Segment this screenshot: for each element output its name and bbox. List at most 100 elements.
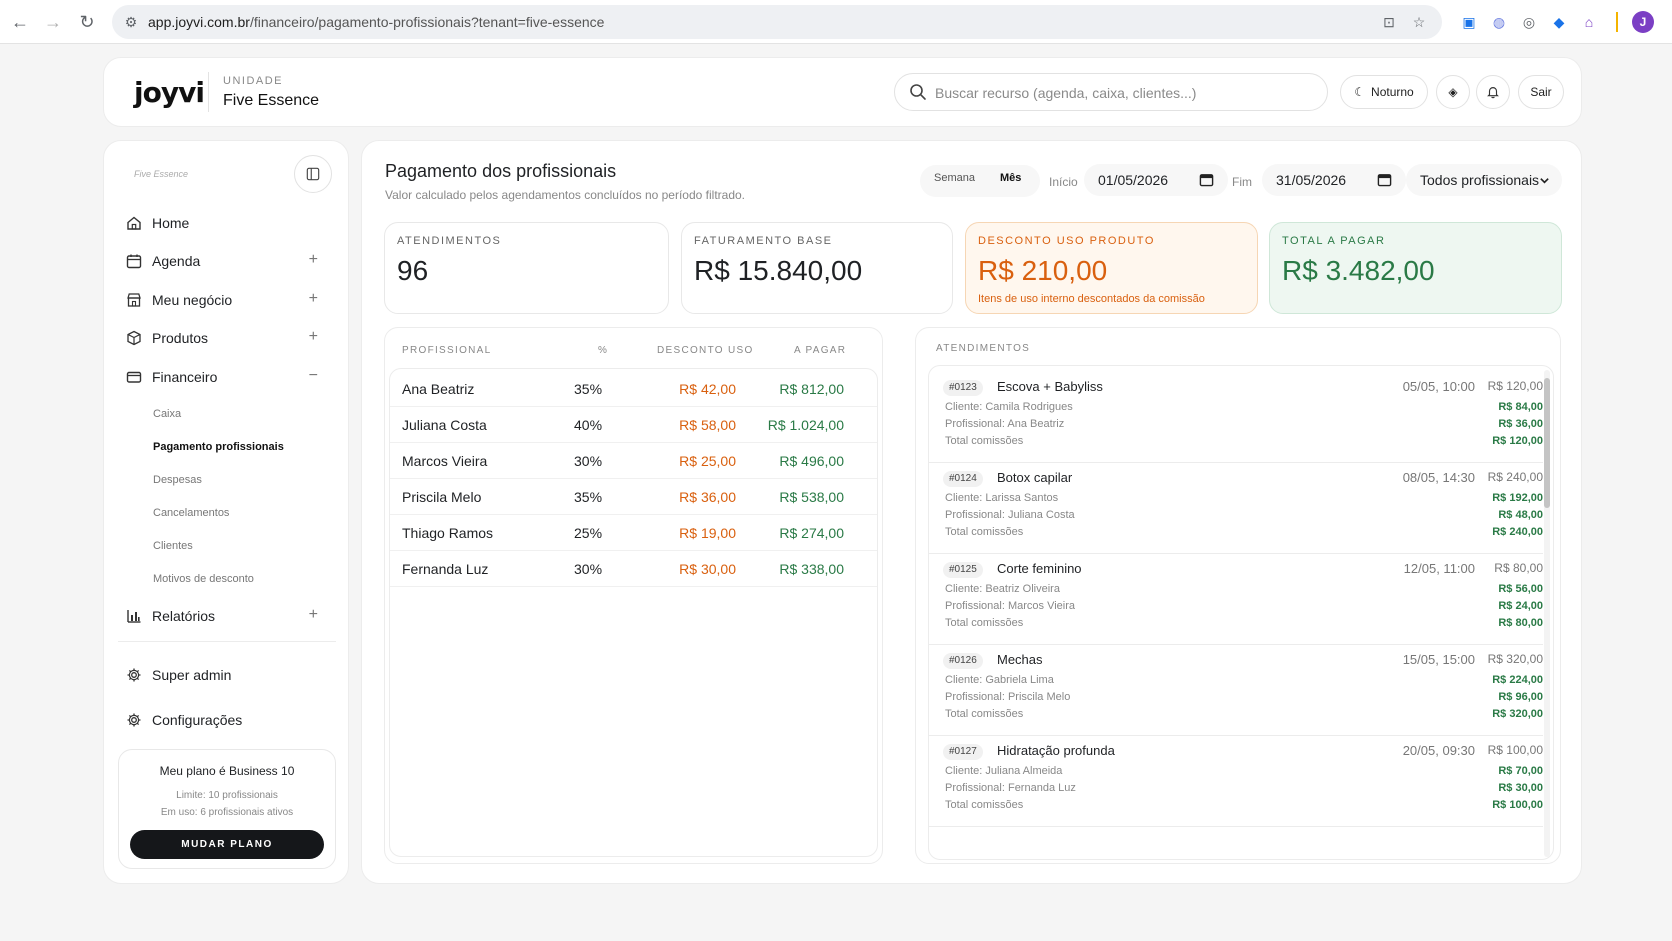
kpi-value: R$ 210,00	[978, 255, 1108, 286]
start-date-label: Início	[1049, 175, 1078, 189]
sidebar-subitem-despesas[interactable]: Despesas	[153, 474, 202, 486]
sidebar-item-meu-negocio[interactable]: Meu negócio +	[126, 286, 326, 314]
appointment-card[interactable]: #0123 Escova + Babyliss 05/05, 10:00 R$ 120…	[929, 366, 1543, 463]
layers-button[interactable]: ◈	[1436, 75, 1470, 109]
table-row[interactable]: Juliana Costa 40% R$ 58,00 R$ 1.024,00	[390, 405, 877, 443]
sidebar-subitem-pagamento-profissionais[interactable]: Pagamento profissionais	[153, 441, 284, 453]
kpi-appointments: ATENDIMENTOS 96	[384, 222, 669, 314]
period-month-button[interactable]: Mês	[1000, 172, 1022, 184]
appointment-card[interactable]: #0126 Mechas 15/05, 15:00 R$ 320,00 Cliente:…	[929, 639, 1543, 736]
appointments-title: ATENDIMENTOS	[936, 343, 1031, 354]
back-icon[interactable]: ←	[11, 12, 29, 32]
professional-to-pay: R$ 1.024,00	[767, 417, 844, 433]
professional-discount: R$ 42,00	[679, 381, 736, 397]
extension-signal-icon[interactable]: ◍	[1492, 14, 1506, 30]
calendar-icon[interactable]	[1199, 172, 1214, 187]
professional-percent: 30%	[574, 561, 603, 577]
sidebar-item-relatorios[interactable]: Relatórios +	[126, 602, 326, 630]
exit-button[interactable]: Sair	[1518, 75, 1564, 109]
appointments-scrollbar[interactable]	[1544, 370, 1550, 857]
search-input[interactable]	[935, 82, 1315, 104]
expand-plus-icon[interactable]: +	[308, 251, 318, 268]
search-box[interactable]	[894, 73, 1328, 111]
kpi-label: ATENDIMENTOS	[397, 235, 502, 247]
professionals-list: Ana Beatriz 35% R$ 42,00 R$ 812,00 Juliana C…	[389, 368, 878, 857]
professional-name: Juliana Costa	[402, 417, 487, 433]
professional-to-pay: R$ 496,00	[779, 453, 844, 469]
appointment-service: Corte feminino	[997, 561, 1082, 576]
commission-amount: R$ 240,00	[1492, 526, 1543, 538]
professional-name: Thiago Ramos	[402, 525, 494, 541]
sidebar-item-financeiro[interactable]: Financeiro −	[126, 363, 326, 391]
change-plan-button[interactable]: MUDAR PLANO	[130, 830, 324, 859]
sidebar-subitem-caixa[interactable]: Caixa	[153, 408, 182, 420]
appointment-total: R$ 320,00	[1487, 652, 1543, 666]
start-date-input[interactable]: 01/05/2026	[1084, 164, 1228, 196]
appointment-professional: Profissional: Ana Beatriz	[945, 418, 1065, 430]
notifications-button[interactable]	[1476, 75, 1510, 109]
unit-name: Five Essence	[223, 92, 320, 109]
address-bar[interactable]: ⚙ app.joyvi.com.br/financeiro/pagamento-…	[112, 5, 1442, 39]
kpi-value: R$ 15.840,00	[694, 255, 863, 286]
browser-toolbar: ← → ↻ ⚙ app.joyvi.com.br/financeiro/paga…	[0, 0, 1672, 44]
table-row[interactable]: Fernanda Luz 30% R$ 30,00 R$ 338,00	[390, 549, 877, 587]
gear-icon	[127, 668, 141, 682]
forward-icon[interactable]: →	[44, 12, 62, 32]
professional-filter-select[interactable]: Todos profissionais	[1406, 164, 1562, 196]
professional-filter-value: Todos profissionais	[1420, 172, 1540, 188]
calendar-icon[interactable]	[1377, 172, 1392, 187]
sidebar-item-label: Financeiro	[152, 369, 218, 385]
sidebar-subitem-clientes[interactable]: Clientes	[153, 540, 193, 552]
reload-icon[interactable]: ↻	[79, 12, 95, 32]
joyvi-logo[interactable]: joyvi	[134, 76, 205, 109]
period-week-button[interactable]: Semana	[934, 172, 975, 184]
sidebar-item-configuracoes[interactable]: Configurações	[126, 706, 326, 734]
expand-plus-icon[interactable]: +	[308, 328, 318, 345]
table-row[interactable]: Priscila Melo 35% R$ 36,00 R$ 538,00	[390, 477, 877, 515]
collapse-minus-icon[interactable]: −	[308, 367, 318, 384]
professional-percent: 40%	[574, 417, 603, 433]
plan-card: Meu plano é Business 10 Limite: 10 profi…	[118, 749, 336, 869]
sidebar-panel-icon	[306, 167, 320, 181]
table-row[interactable]: Ana Beatriz 35% R$ 42,00 R$ 812,00	[390, 369, 877, 407]
professional-amount: R$ 36,00	[1498, 418, 1543, 430]
sidebar-brand-logo: Five Essence	[134, 169, 189, 179]
bookmark-star-icon[interactable]: ☆	[1412, 14, 1426, 30]
chevron-down-icon	[1540, 178, 1549, 184]
appointment-date: 05/05, 10:00	[1402, 379, 1475, 394]
table-row[interactable]: Marcos Vieira 30% R$ 25,00 R$ 496,00	[390, 441, 877, 479]
end-date-input[interactable]: 31/05/2026	[1262, 164, 1406, 196]
sidebar: Five Essence Home Agenda + Meu negócio +…	[103, 140, 349, 884]
appointment-card[interactable]: #0124 Botox capilar 08/05, 14:30 R$ 240,00 C…	[929, 457, 1543, 554]
sidebar-subitem-cancelamentos[interactable]: Cancelamentos	[153, 507, 230, 519]
sidebar-item-agenda[interactable]: Agenda +	[126, 247, 326, 275]
appointment-card[interactable]: #0127 Hidratação profunda 20/05, 09:30 R$ 1…	[929, 730, 1543, 827]
sidebar-item-super-admin[interactable]: Super admin	[126, 661, 326, 689]
site-settings-icon[interactable]: ⚙	[124, 14, 138, 30]
sidebar-item-label: Agenda	[152, 253, 201, 269]
extension-globe-icon[interactable]: ◎	[1522, 14, 1536, 30]
expand-plus-icon[interactable]: +	[308, 606, 318, 623]
profile-avatar[interactable]: J	[1632, 11, 1654, 33]
kpi-base-revenue: FATURAMENTO BASE R$ 15.840,00	[681, 222, 953, 314]
extension-home-icon[interactable]: ⌂	[1584, 14, 1594, 30]
kpi-total-to-pay: TOTAL A PAGAR R$ 3.482,00	[1269, 222, 1562, 314]
table-row[interactable]: Thiago Ramos 25% R$ 19,00 R$ 274,00	[390, 513, 877, 551]
night-mode-button[interactable]: ☾ Noturno	[1340, 75, 1428, 109]
sidebar-item-produtos[interactable]: Produtos +	[126, 324, 326, 352]
url-host: app.joyvi.com.br	[148, 14, 250, 30]
appointment-card[interactable]: #0125 Corte feminino 12/05, 11:00 R$ 80,00 C…	[929, 548, 1543, 645]
logo-divider	[208, 72, 209, 112]
extension-cast-icon[interactable]: ▣	[1462, 14, 1476, 30]
sidebar-item-home[interactable]: Home	[126, 209, 326, 237]
scrollbar-thumb[interactable]	[1544, 378, 1550, 508]
sidebar-subitem-motivos-desconto[interactable]: Motivos de desconto	[153, 573, 254, 585]
extension-tag-icon[interactable]: ◆	[1553, 14, 1565, 30]
sidebar-toggle-button[interactable]	[294, 155, 332, 193]
search-icon	[910, 84, 926, 100]
expand-plus-icon[interactable]: +	[308, 290, 318, 307]
install-app-icon[interactable]: ⊡	[1383, 14, 1395, 30]
commission-label: Total comissões	[945, 708, 1024, 720]
app-header: joyvi UNIDADE Five Essence ☾ Noturno ◈ Sa…	[103, 57, 1582, 127]
professional-amount: R$ 48,00	[1498, 509, 1543, 521]
